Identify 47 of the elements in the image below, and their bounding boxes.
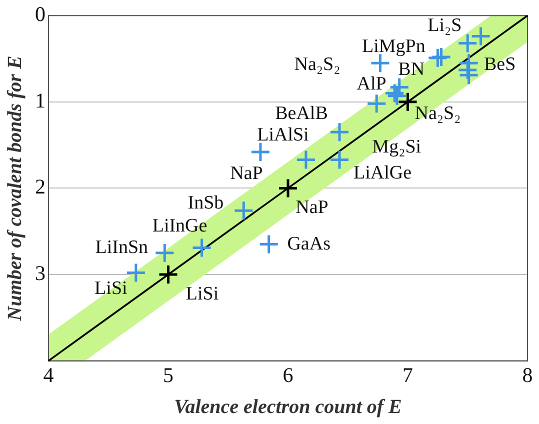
annotation: NaP — [296, 197, 328, 218]
annotation: Li₂S — [428, 15, 462, 36]
y-axis-title: Number of covalent bonds for E — [4, 56, 26, 322]
point — [296, 149, 316, 170]
annotation: LiSi — [186, 283, 219, 304]
y-tick-label: 2 — [35, 174, 46, 199]
annotation: BeAlB — [275, 103, 328, 124]
annotation: LiMgPn — [362, 36, 426, 57]
x-tick-label: 8 — [522, 362, 533, 387]
point — [431, 46, 452, 68]
annotation: NaP — [230, 162, 263, 184]
y-tick-label: 1 — [35, 88, 46, 112]
annotation: Mg₂Si — [372, 136, 422, 158]
point — [366, 93, 387, 114]
annotation: GaAs — [287, 233, 330, 254]
point — [329, 122, 350, 142]
annotation: Na₂S₂ — [414, 102, 461, 124]
annotation: Na₂S₂ — [294, 54, 340, 76]
annotation: BeS — [484, 54, 516, 76]
point — [427, 48, 448, 68]
y-tick-label: 0 — [35, 2, 46, 26]
annotation: LiSi — [94, 278, 128, 299]
point — [154, 242, 175, 264]
annotation: LiAlSi — [257, 124, 309, 146]
annotation: AlP — [356, 73, 386, 94]
point — [192, 237, 212, 258]
point — [250, 142, 271, 162]
point — [233, 200, 254, 221]
point — [126, 262, 146, 284]
point — [278, 178, 298, 198]
x-axis-title: Valence electron count of E — [174, 396, 402, 418]
annotation: BN — [398, 59, 425, 80]
point — [458, 64, 480, 86]
y-tick-label: 3 — [35, 261, 46, 286]
point — [457, 60, 478, 80]
annotation: LiInSn — [95, 236, 149, 258]
point — [470, 26, 492, 47]
point — [258, 234, 280, 255]
point — [329, 149, 350, 170]
x-tick-label: 4 — [43, 362, 54, 387]
annotation: InSb — [188, 192, 224, 214]
annotation: LiInGe — [152, 216, 208, 237]
annotation: LiAlGe — [353, 162, 412, 184]
x-tick-label: 5 — [163, 362, 174, 387]
x-tick-label: 6 — [282, 362, 294, 387]
x-tick-label: 7 — [402, 362, 413, 387]
point — [158, 264, 178, 285]
